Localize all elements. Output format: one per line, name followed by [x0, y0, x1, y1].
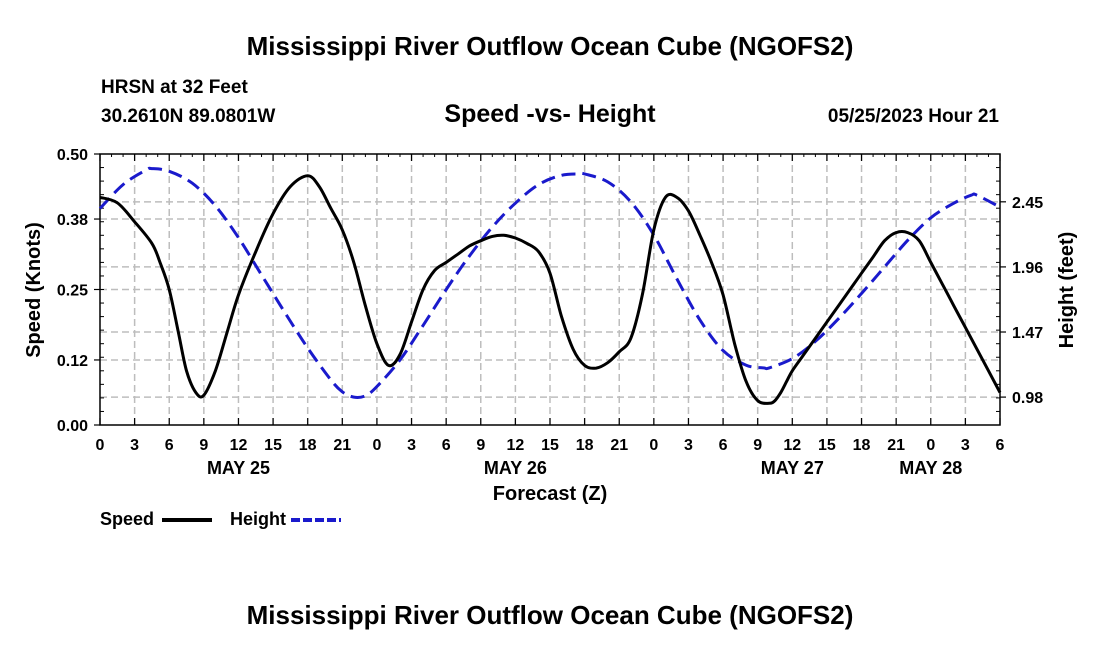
x-tick-label: 15 [541, 437, 559, 454]
x-tick-label: 15 [818, 437, 836, 454]
x-tick-label: 9 [199, 437, 208, 454]
x-tick-label: 18 [299, 437, 317, 454]
x-tick-label: 12 [506, 437, 524, 454]
x-tick-label: 0 [926, 437, 935, 454]
chart-title-bottom: Mississippi River Outflow Ocean Cube (NG… [246, 600, 854, 630]
x-tick-label: 0 [372, 437, 381, 454]
x-tick-label: 18 [853, 437, 871, 454]
x-tick-label: 3 [130, 437, 139, 454]
x-tick-label: 12 [783, 437, 801, 454]
y-tick-label: 0.50 [57, 147, 88, 164]
x-tick-label: 6 [165, 437, 174, 454]
speed-series-line [99, 174, 1002, 405]
date-label: MAY 27 [761, 458, 824, 478]
x-tick-label: 21 [333, 437, 351, 454]
x-tick-label: 6 [719, 437, 728, 454]
x-tick-label: 9 [476, 437, 485, 454]
y-tick-label: 0.25 [57, 283, 88, 300]
date-label: MAY 26 [484, 458, 547, 478]
x-axis-label: Forecast (Z) [493, 483, 607, 505]
chart-subtitle: Speed -vs- Height [444, 100, 656, 128]
x-tick-label: 3 [961, 437, 970, 454]
y-axis-label: Speed (Knots) [23, 222, 45, 358]
x-tick-label: 3 [684, 437, 693, 454]
x-tick-label: 12 [230, 437, 248, 454]
station-coordinates: 30.2610N 89.0801W [101, 106, 276, 127]
date-label: MAY 28 [899, 458, 962, 478]
y-tick-label: 0.00 [57, 418, 88, 435]
x-tick-label: 3 [407, 437, 416, 454]
x-tick-label: 15 [264, 437, 282, 454]
x-tick-label: 9 [753, 437, 762, 454]
y2-tick-label: 0.98 [1012, 390, 1043, 407]
x-tick-label: 21 [610, 437, 628, 454]
forecast-datetime: 05/25/2023 Hour 21 [827, 106, 999, 127]
chart-title-top: Mississippi River Outflow Ocean Cube (NG… [246, 31, 854, 61]
station-name: HRSN at 32 Feet [101, 77, 248, 98]
y2-axis-label: Height (feet) [1056, 232, 1078, 349]
x-tick-label: 0 [96, 437, 105, 454]
y2-tick-label: 1.96 [1012, 260, 1043, 277]
height-series-line [98, 166, 1001, 399]
chart-series [98, 166, 1002, 405]
x-tick-label: 18 [576, 437, 594, 454]
chart-axes: 0 3 6 9 12 15 18 21 0 3 6 9 12 15 18 21 0 3 6 9 12 15 18 21 0 3 6 0… [57, 147, 1043, 478]
legend-height-label: Height [230, 509, 286, 529]
legend: Speed Height [100, 509, 341, 529]
legend-speed-label: Speed [100, 509, 154, 529]
x-tick-label: 6 [442, 437, 451, 454]
x-tick-label: 6 [996, 437, 1005, 454]
x-tick-label: 21 [887, 437, 905, 454]
y2-tick-label: 2.45 [1012, 195, 1043, 212]
date-label: MAY 25 [207, 458, 270, 478]
x-tick-label: 0 [649, 437, 658, 454]
y-tick-label: 0.12 [57, 353, 88, 370]
y2-tick-label: 1.47 [1012, 325, 1043, 342]
y-tick-label: 0.38 [57, 212, 88, 229]
